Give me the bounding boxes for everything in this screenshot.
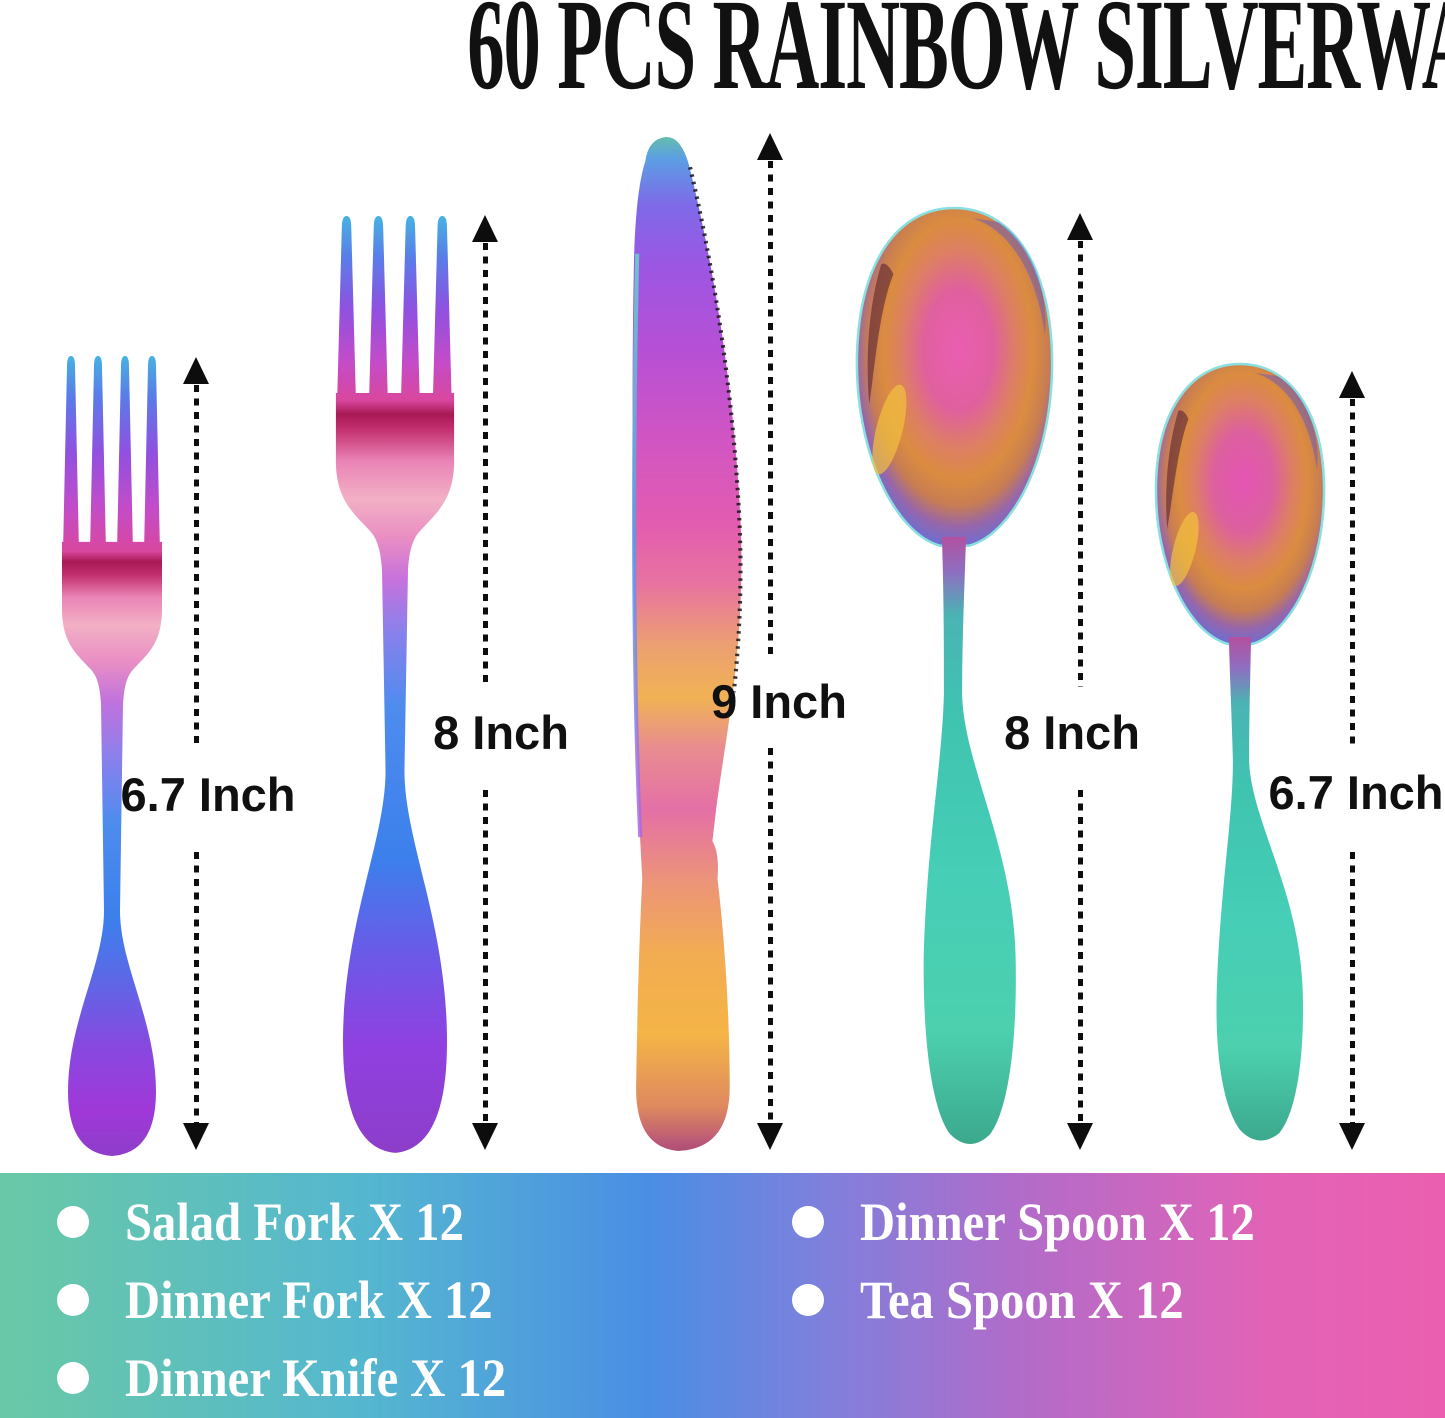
- bullet-icon: [792, 1284, 824, 1316]
- dashed-line: [1349, 399, 1355, 745]
- legend-item-dinner-knife: Dinner Knife X 12: [57, 1339, 549, 1417]
- legend-left-column: Salad Fork X 12 Dinner Fork X 12 Dinner …: [57, 1183, 549, 1417]
- legend-item-label: Tea Spoon X 12: [860, 1270, 1184, 1330]
- arrow-up-icon: [183, 357, 209, 384]
- dashed-line: [767, 161, 773, 655]
- arrow-down-icon: [183, 1123, 209, 1150]
- legend-item-label: Dinner Knife X 12: [125, 1348, 507, 1408]
- measurement-label: 9 Inch: [711, 675, 847, 728]
- dashed-line: [1077, 241, 1083, 687]
- bullet-icon: [57, 1284, 89, 1316]
- dinner-spoon-image: [855, 206, 1054, 1144]
- arrow-up-icon: [757, 133, 783, 160]
- arrow-down-icon: [1339, 1123, 1365, 1150]
- bullet-icon: [57, 1206, 89, 1238]
- legend-item-label: Dinner Fork X 12: [125, 1270, 493, 1330]
- dashed-line: [767, 748, 773, 1126]
- legend-item-dinner-fork: Dinner Fork X 12: [57, 1261, 549, 1339]
- dashed-line: [1077, 790, 1083, 1126]
- dashed-line: [193, 385, 199, 745]
- measurement-label: 6.7 Inch: [1268, 766, 1444, 819]
- dinner-fork-image: [335, 216, 455, 1153]
- page-title-text: 60 PCS RAINBOW SILVERWARE SET: [467, 0, 1445, 117]
- bullet-icon: [792, 1206, 824, 1238]
- legend-item-label: Salad Fork X 12: [125, 1192, 464, 1252]
- page-title: 60 PCS RAINBOW SILVERWARE SET: [0, 0, 1445, 117]
- measurement-label: 8 Inch: [433, 706, 569, 759]
- arrow-down-icon: [1067, 1123, 1093, 1150]
- measurement-label: 8 Inch: [1004, 706, 1140, 759]
- arrow-up-icon: [1067, 213, 1093, 240]
- legend-band: Salad Fork X 12 Dinner Fork X 12 Dinner …: [0, 1173, 1445, 1418]
- salad-fork-image: [62, 356, 162, 1156]
- arrow-up-icon: [472, 215, 498, 242]
- legend-item-salad-fork: Salad Fork X 12: [57, 1183, 549, 1261]
- legend-item-dinner-spoon: Dinner Spoon X 12: [792, 1183, 1299, 1261]
- arrow-up-icon: [1339, 371, 1365, 398]
- dinner-knife-image: [632, 136, 743, 1151]
- dashed-line: [193, 852, 199, 1126]
- tea-spoon-image: [1154, 362, 1326, 1141]
- dashed-line: [482, 243, 488, 687]
- legend-item-tea-spoon: Tea Spoon X 12: [792, 1261, 1299, 1339]
- legend-right-column: Dinner Spoon X 12 Tea Spoon X 12: [792, 1183, 1299, 1339]
- arrow-down-icon: [757, 1123, 783, 1150]
- measurement-label: 6.7 Inch: [120, 768, 296, 821]
- dashed-line: [482, 790, 488, 1126]
- bullet-icon: [57, 1362, 89, 1394]
- dashed-line: [1349, 852, 1355, 1126]
- legend-item-label: Dinner Spoon X 12: [860, 1192, 1255, 1252]
- arrow-down-icon: [472, 1123, 498, 1150]
